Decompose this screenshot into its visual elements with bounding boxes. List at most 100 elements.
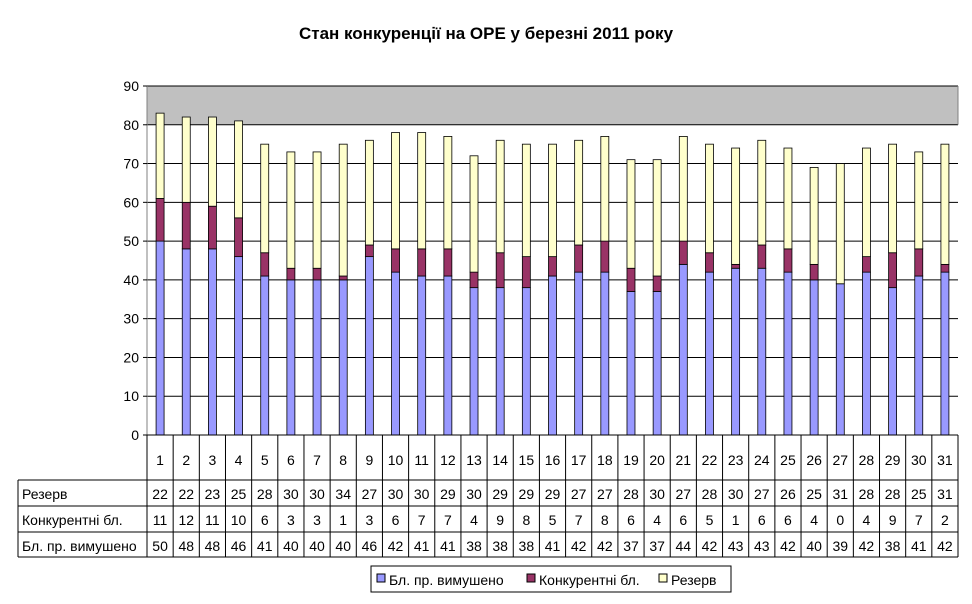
- bar-segment-1: [234, 256, 243, 436]
- table-cell: 6: [392, 512, 400, 528]
- bar-segment-3: [888, 143, 897, 254]
- table-cell: 4: [863, 512, 871, 528]
- x-tick-label: 8: [339, 452, 347, 468]
- bar-segment-2: [888, 252, 897, 289]
- bar-segment-3: [914, 151, 924, 250]
- x-tick-label: 3: [209, 452, 217, 468]
- legend-swatch: [526, 573, 536, 583]
- table-cell: 6: [679, 512, 687, 528]
- table-cell: 37: [623, 538, 639, 554]
- table-cell: 30: [466, 486, 482, 502]
- table-cell: 42: [780, 538, 796, 554]
- bar-segment-1: [443, 275, 453, 436]
- bar-segment-3: [521, 143, 531, 258]
- bar-segment-1: [574, 271, 584, 436]
- table-cell: 12: [178, 512, 194, 528]
- table-cell: 25: [806, 486, 822, 502]
- table-cell: 22: [152, 486, 168, 502]
- table-cell: 4: [470, 512, 478, 528]
- x-tick-label: 17: [571, 452, 587, 468]
- bar-segment-2: [208, 205, 217, 250]
- bar-segment-3: [391, 132, 400, 250]
- bar-segment-1: [548, 275, 557, 436]
- y-tick-label: 10: [123, 388, 139, 404]
- bar-segment-3: [312, 151, 322, 269]
- table-cell: 42: [702, 538, 718, 554]
- x-tick-label: 13: [466, 452, 482, 468]
- bar-segment-3: [705, 143, 714, 254]
- legend-swatch: [658, 573, 668, 583]
- legend-box: [370, 565, 732, 593]
- x-tick-label: 15: [519, 452, 535, 468]
- bar-segment-3: [260, 143, 270, 254]
- table-cell: 30: [728, 486, 744, 502]
- bar-segment-3: [809, 167, 819, 265]
- bar-segment-2: [338, 275, 348, 281]
- bar-segment-3: [862, 147, 871, 258]
- bar-segment-1: [835, 283, 845, 436]
- table-cell: 30: [414, 486, 430, 502]
- bar-segment-2: [234, 217, 243, 258]
- table-cell: 8: [601, 512, 609, 528]
- table-cell: 11: [205, 512, 220, 528]
- table-cell: 3: [287, 512, 295, 528]
- table-cell: 0: [836, 512, 844, 528]
- bar-segment-3: [600, 136, 610, 242]
- bar-segment-3: [731, 147, 741, 265]
- table-cell: 8: [522, 512, 530, 528]
- bar-segment-2: [678, 240, 688, 265]
- bar-segment-1: [705, 271, 714, 436]
- y-tick-label: 0: [131, 427, 139, 443]
- table-cell: 30: [309, 486, 325, 502]
- table-cell: 10: [231, 512, 247, 528]
- x-tick-label: 5: [261, 452, 269, 468]
- table-cell: 41: [414, 538, 430, 554]
- y-tick-label: 60: [123, 194, 139, 210]
- x-tick-label: 18: [597, 452, 613, 468]
- bar-segment-2: [548, 256, 557, 277]
- x-tick-label: 1: [156, 452, 164, 468]
- table-cell: 41: [911, 538, 927, 554]
- bar-segment-1: [417, 275, 427, 436]
- table-cell: 31: [937, 486, 953, 502]
- bar-segment-1: [914, 275, 924, 436]
- bar-segment-2: [862, 256, 871, 273]
- bar-segment-1: [260, 275, 270, 436]
- table-cell: 11: [153, 512, 168, 528]
- bar-segment-3: [574, 139, 584, 246]
- x-tick-label: 10: [388, 452, 404, 468]
- table-cell: 6: [627, 512, 635, 528]
- table-cell: 44: [676, 538, 692, 554]
- bar-segment-3: [234, 120, 243, 219]
- plot-band: [147, 86, 958, 125]
- table-cell: 7: [915, 512, 923, 528]
- table-cell: 48: [178, 538, 194, 554]
- x-tick-label: 31: [937, 452, 953, 468]
- bar-segment-2: [914, 248, 924, 277]
- bar-segment-3: [835, 163, 845, 285]
- bar-segment-2: [574, 244, 584, 273]
- table-cell: 38: [519, 538, 535, 554]
- bar-segment-1: [391, 271, 400, 436]
- bar-segment-3: [548, 143, 557, 258]
- bar-segment-2: [364, 244, 374, 258]
- bar-segment-3: [757, 139, 767, 246]
- bar-segment-3: [208, 116, 217, 207]
- bar-segment-1: [783, 271, 793, 436]
- x-tick-label: 20: [649, 452, 665, 468]
- table-cell: 43: [728, 538, 744, 554]
- bar-segment-1: [678, 263, 688, 436]
- table-cell: 46: [231, 538, 247, 554]
- x-tick-label: 23: [728, 452, 744, 468]
- table-cell: 3: [365, 512, 373, 528]
- table-cell: 23: [205, 486, 221, 502]
- bar-segment-2: [705, 252, 714, 273]
- table-cell: 41: [440, 538, 456, 554]
- table-cell: 6: [784, 512, 792, 528]
- table-cell: 5: [549, 512, 557, 528]
- bar-segment-1: [809, 279, 819, 436]
- table-cell: 28: [257, 486, 273, 502]
- x-tick-label: 27: [832, 452, 848, 468]
- table-cell: 7: [444, 512, 452, 528]
- table-cell: 27: [754, 486, 770, 502]
